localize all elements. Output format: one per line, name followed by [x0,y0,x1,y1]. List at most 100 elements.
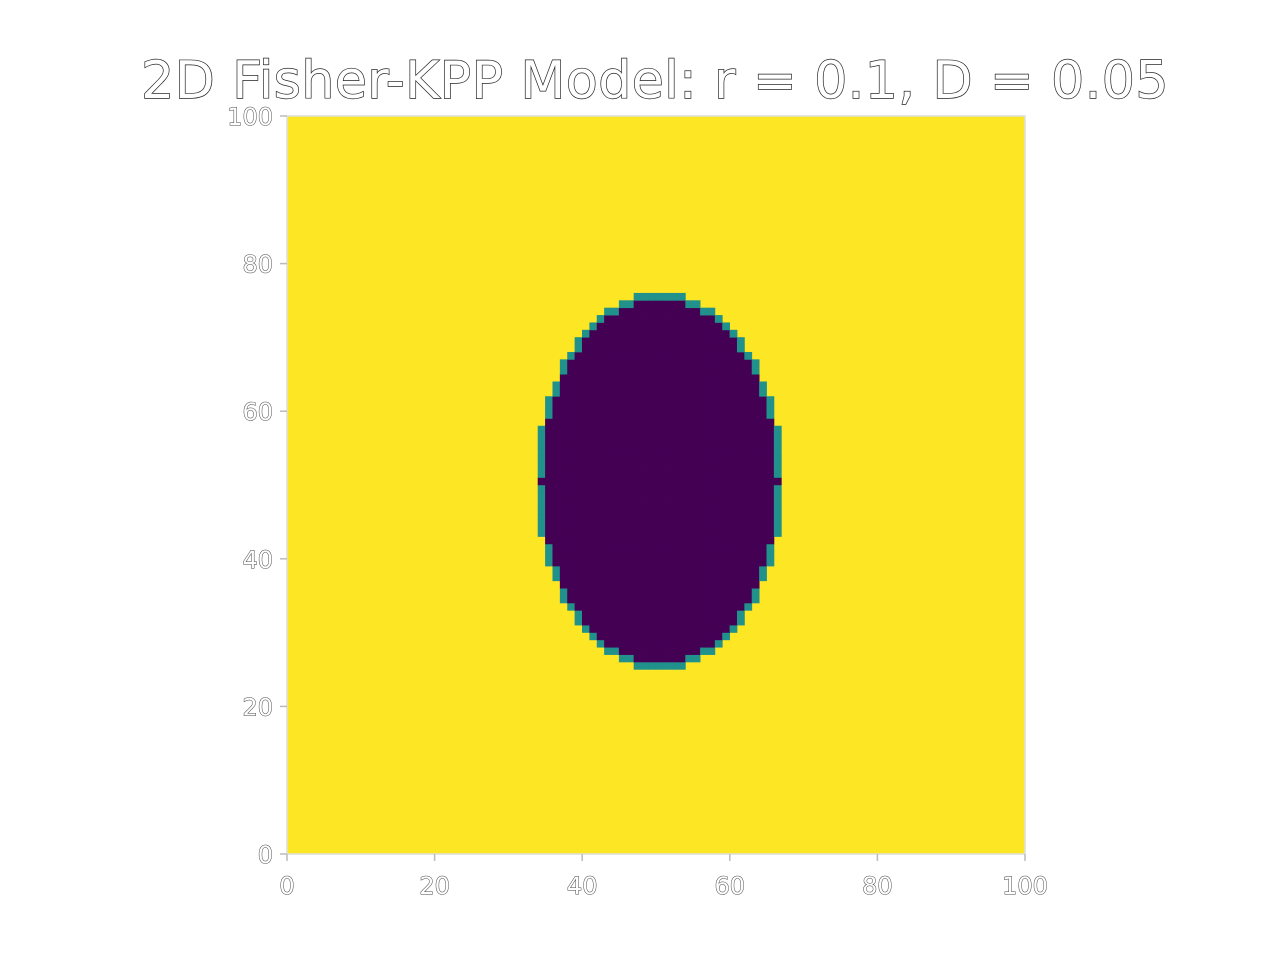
heatmap-cell [559,396,568,405]
heatmap-cell [677,425,686,434]
heatmap-cell [685,307,694,316]
heatmap-cell [618,492,627,500]
heatmap-cell [670,610,679,619]
heatmap-cell [552,514,561,523]
heatmap-cell [744,425,753,434]
heatmap-cell [685,403,694,412]
heatmap-cell [582,477,590,486]
heatmap-cell [670,351,679,360]
heatmap-cell [722,396,730,405]
heatmap-cell [670,588,679,596]
heatmap-cell [729,521,738,530]
heatmap-cell [626,351,635,360]
heatmap-cell [766,418,775,427]
heatmap-cell [707,403,716,412]
heatmap-cell [618,595,627,604]
heatmap-cell [773,462,782,471]
heatmap-cell [567,565,576,574]
heatmap-cell [707,351,716,360]
heatmap-cell [766,462,775,471]
heatmap-cell [582,617,590,626]
heatmap-cell [596,447,605,456]
heatmap-cell [670,543,679,552]
heatmap-cell [751,359,760,368]
heatmap-cell [722,470,730,478]
heatmap-cell [677,536,686,545]
axes: 0 20 40 60 80 100 0 20 40 60 80 100 [227,103,1049,901]
heatmap-cell [611,499,620,508]
heatmap-cell [626,322,635,331]
heatmap-cell [618,462,627,471]
heatmap-cell [596,625,605,633]
heatmap-cell [626,462,635,471]
heatmap-cell [729,381,738,390]
heatmap-cell [677,514,686,523]
heatmap-cell [670,455,679,464]
heatmap-cell [648,315,657,323]
heatmap-cell [596,322,605,331]
heatmap-cell [633,322,642,331]
heatmap-cell [611,492,620,500]
heatmap-cell [707,418,716,427]
heatmap-cell [582,344,590,353]
heatmap-cell [611,588,620,596]
heatmap-cell [626,396,635,405]
heatmap-cell [722,462,730,471]
heatmap-cell [626,610,635,619]
heatmap-cell [648,506,657,515]
heatmap-cell [736,351,745,360]
heatmap-cell [596,588,605,596]
heatmap-cell [677,654,686,663]
heatmap-cell [567,573,576,582]
heatmap-cell [685,359,694,368]
heatmap-cell [663,551,671,559]
heatmap-cell [582,492,590,500]
heatmap-cell [685,337,694,345]
heatmap-cell [545,492,553,500]
heatmap-cell [567,543,576,552]
heatmap-cell [574,536,583,545]
heatmap-cell [648,484,657,493]
heatmap-cell [707,433,716,441]
heatmap-cell [604,617,612,626]
heatmap-cell [574,351,583,360]
x-tick-label: 40 [567,872,598,900]
heatmap-cell [582,329,590,338]
heatmap-cell [655,647,664,655]
heatmap-cell [766,470,775,478]
heatmap-cell [766,396,775,405]
heatmap-cell [589,580,598,589]
heatmap-cell [633,506,642,515]
heatmap-cell [744,403,753,412]
heatmap-cell [773,425,782,434]
heatmap-cell [670,425,679,434]
heatmap-cell [604,388,612,397]
heatmap-cell [574,573,583,582]
heatmap-cell [626,521,635,530]
heatmap-cell [582,514,590,523]
heatmap-cell [537,447,546,456]
heatmap-cell [714,337,723,345]
heatmap-cell [611,388,620,397]
heatmap-cell [707,588,716,596]
heatmap-cell [707,322,716,331]
heatmap-cell [751,455,760,464]
heatmap-cell [685,381,694,390]
heatmap-cell [641,625,649,633]
heatmap-cell [641,418,649,427]
heatmap-cell [633,521,642,530]
heatmap-cell [611,351,620,360]
heatmap-cell [641,595,649,604]
heatmap-cell [641,573,649,582]
heatmap-cell [722,425,730,434]
heatmap-cell [567,551,576,559]
heatmap-cell [559,359,568,368]
heatmap-cell [722,455,730,464]
heatmap-cell [729,403,738,412]
heatmap-cell [736,396,745,405]
heatmap-cell [641,359,649,368]
heatmap-cell [736,462,745,471]
heatmap-cell [692,351,701,360]
heatmap-cell [633,337,642,345]
heatmap-cell [751,558,760,567]
